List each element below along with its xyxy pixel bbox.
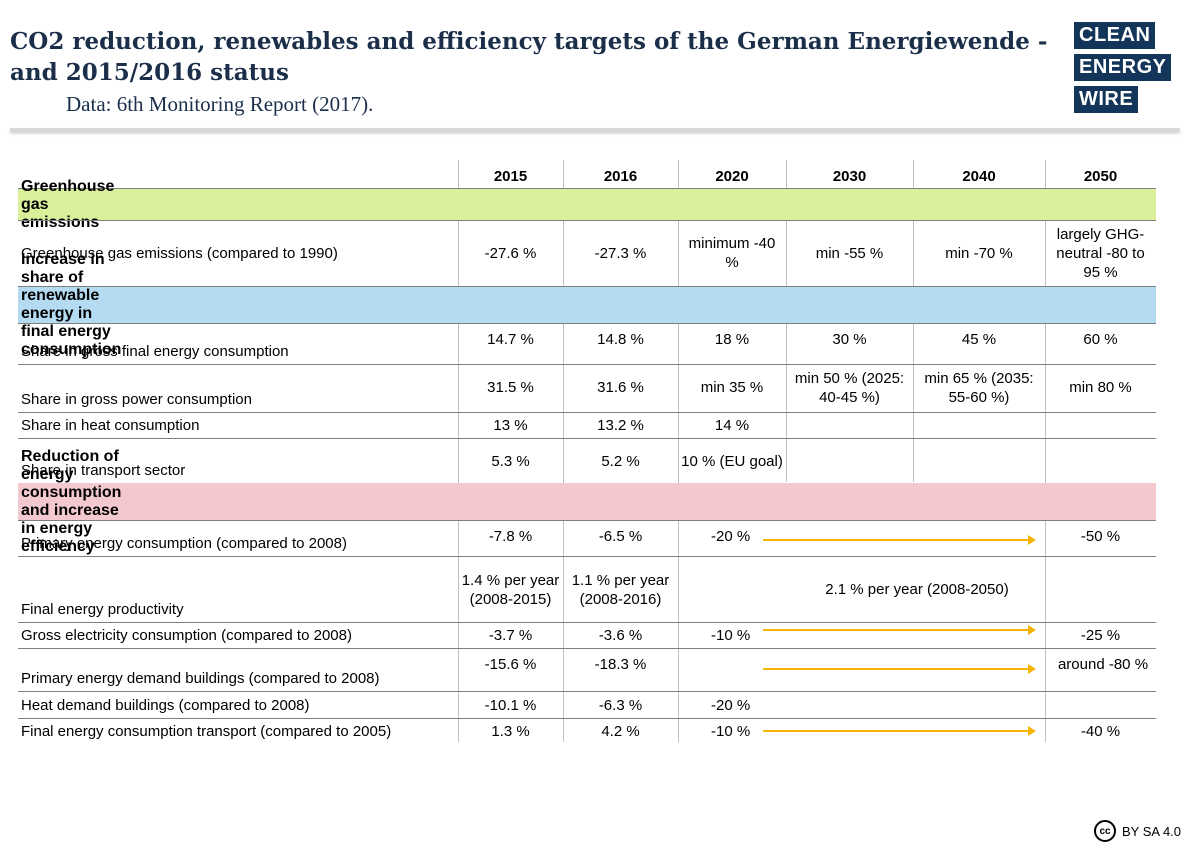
logo-word-clean: CLEAN — [1074, 22, 1156, 49]
logo-word-wire: WIRE — [1074, 86, 1139, 113]
cell-value: 5.2 % — [601, 452, 640, 470]
row-divider — [18, 438, 1156, 439]
row-label-primary-energy: Primary energy consumption (compared to … — [21, 535, 347, 552]
cell-value: min -70 % — [945, 244, 1013, 262]
cell-value: -7.8 % — [488, 528, 533, 545]
col-header-2016: 2016 — [603, 167, 638, 185]
cell-value: 45 % — [961, 331, 997, 348]
row-label-gross-final: Share in gross final energy consumption — [21, 343, 289, 360]
row-label-productivity: Final energy productivity — [21, 601, 184, 618]
trend-arrow — [763, 625, 1036, 635]
row-label-transport-share: Share in transport sector — [21, 462, 186, 479]
cell-value: -40 % — [1080, 723, 1121, 740]
creative-commons-icon: cc — [1094, 820, 1116, 842]
col-header-2030: 2030 — [832, 167, 867, 185]
cell-value: min 35 % — [700, 378, 764, 396]
cell-value: -20 % — [711, 696, 751, 714]
logo-word-energy: ENERGY — [1074, 54, 1172, 81]
row-divider — [18, 220, 1156, 221]
col-header-2015: 2015 — [493, 167, 528, 185]
cell-value: 31.6 % — [597, 378, 644, 396]
license-text: BY SA 4.0 — [1122, 823, 1182, 839]
cell-value: 60 % — [1083, 331, 1118, 348]
cell-value: 1.4 % per year (2008-2015) — [461, 571, 560, 608]
row-divider — [18, 286, 1156, 287]
section-band-renewables — [18, 287, 1156, 323]
row-divider — [18, 622, 1156, 623]
cell-value: 13 % — [493, 417, 528, 434]
cell-value: 14.8 % — [597, 331, 644, 348]
row-label-heat-buildings: Heat demand buildings (compared to 2008) — [21, 696, 310, 714]
header-divider — [10, 128, 1180, 131]
cell-value: 31.5 % — [487, 378, 534, 396]
cell-value: 30 % — [832, 331, 867, 348]
cell-value: 4.2 % — [601, 723, 640, 740]
row-divider — [18, 412, 1156, 413]
cell-value: -15.6 % — [484, 656, 537, 673]
cell-value: min 65 % (2035: 55-60 %) — [924, 370, 1034, 406]
row-divider — [18, 556, 1156, 557]
cell-value: 10 % (EU goal) — [681, 452, 783, 470]
row-label-gross-power: Share in gross power consumption — [21, 391, 252, 408]
section-band-ghg — [18, 189, 1156, 220]
row-divider — [18, 648, 1156, 649]
cell-value: largely GHG-neutral -80 to 95 % — [1056, 225, 1145, 281]
cell-value: -27.3 % — [594, 244, 647, 262]
row-divider — [18, 188, 1156, 189]
col-separator — [1045, 160, 1046, 742]
cell-value: 18 % — [714, 331, 750, 348]
data-source: Data: 6th Monitoring Report (2017). — [66, 92, 374, 116]
cell-value: -10 % — [711, 627, 751, 644]
trend-arrow — [763, 664, 1036, 674]
section-title-renewables: Increase in share of renewable energy in… — [21, 251, 122, 358]
cell-value-productivity-target: 2.1 % per year (2008-2050) — [825, 581, 1009, 598]
row-label-ghg-emissions: Greenhouse gas emissions (compared to 19… — [21, 244, 338, 262]
license: cc BY SA 4.0 — [1094, 820, 1181, 842]
cell-value: 1.3 % — [491, 723, 530, 740]
row-label-buildings-primary: Primary energy demand buildings (compare… — [21, 670, 380, 687]
cell-value: 14.7 % — [487, 331, 534, 348]
cell-value: -3.6 % — [598, 627, 643, 644]
col-separator — [563, 160, 564, 742]
cell-value: -6.3 % — [598, 696, 643, 714]
trend-arrow — [763, 726, 1036, 736]
row-label-transport-final: Final energy consumption transport (comp… — [21, 723, 392, 740]
cell-value: min 50 % (2025: 40-45 %) — [794, 370, 905, 406]
col-separator — [678, 160, 679, 742]
row-divider — [18, 520, 1156, 521]
cell-value: around -80 % — [1057, 656, 1149, 673]
cell-value: -10 % — [711, 723, 751, 740]
row-label-gross-electricity: Gross electricity consumption (compared … — [21, 627, 352, 644]
clean-energy-wire-logo: CLEAN ENERGY WIRE — [1074, 22, 1172, 114]
col-header-2020: 2020 — [715, 167, 749, 185]
cell-value: -25 % — [1080, 627, 1121, 644]
row-divider — [18, 323, 1156, 324]
cell-value: min 80 % — [1069, 378, 1132, 396]
row-divider — [18, 718, 1156, 719]
cell-value: 1.1 % per year (2008-2016) — [571, 571, 670, 608]
section-title-efficiency: Reduction of energy consumption and incr… — [21, 447, 122, 555]
trend-arrow — [763, 535, 1036, 545]
cell-value: -6.5 % — [598, 528, 643, 545]
row-label-heat: Share in heat consumption — [21, 417, 200, 434]
row-divider — [18, 364, 1156, 365]
cell-value: -10.1 % — [484, 696, 537, 714]
cell-value: 5.3 % — [491, 452, 530, 470]
col-header-2040: 2040 — [962, 167, 996, 185]
cell-value: 14 % — [714, 417, 750, 434]
col-header-2050: 2050 — [1083, 167, 1118, 185]
cell-value: -3.7 % — [488, 627, 533, 644]
cell-value: 13.2 % — [597, 417, 644, 434]
cell-value: -27.6 % — [484, 244, 537, 262]
cell-value: min -55 % — [815, 244, 884, 262]
section-title-ghg: Greenhouse gas emissions — [21, 177, 115, 231]
cell-value: -20 % — [711, 528, 751, 545]
row-divider — [18, 691, 1156, 692]
cell-value: -18.3 % — [594, 656, 647, 673]
cell-value: minimum -40 % — [688, 235, 776, 271]
section-band-efficiency — [18, 483, 1156, 520]
col-separator — [458, 160, 459, 742]
page-title: CO2 reduction, renewables and efficiency… — [10, 28, 1048, 86]
cell-value: -50 % — [1080, 528, 1121, 545]
